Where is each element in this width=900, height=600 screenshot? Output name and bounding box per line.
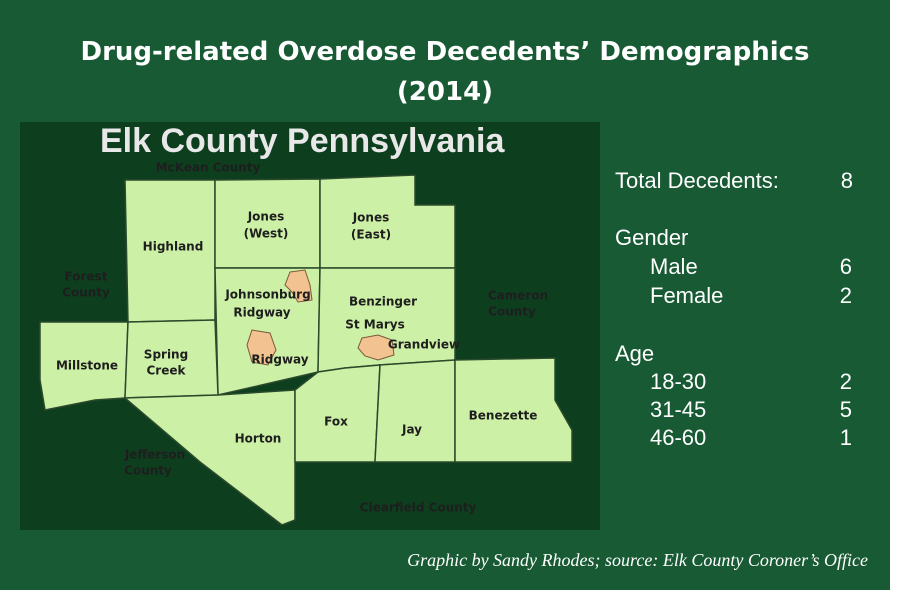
map-label: Ridgway bbox=[251, 353, 308, 367]
title-line: Drug-related Overdose Decedents’ Demogra… bbox=[80, 37, 810, 67]
title-line: (2014) bbox=[396, 77, 494, 107]
map-label: County bbox=[488, 305, 536, 319]
map-label: Jones bbox=[352, 211, 390, 225]
title: Drug-related Overdose Decedents’ Demogra… bbox=[0, 32, 890, 112]
stat-heading: Gender bbox=[615, 225, 689, 250]
county bbox=[123, 389, 296, 526]
town bbox=[357, 334, 395, 361]
map-label: Grandview bbox=[388, 338, 460, 352]
map-label: Horton bbox=[235, 432, 282, 446]
stat-value: 2 bbox=[839, 369, 852, 394]
map-label: Creek bbox=[147, 364, 187, 378]
stat-label: 18-30 bbox=[650, 369, 707, 394]
stat-label: Male bbox=[650, 254, 698, 279]
map-label: Forest bbox=[65, 270, 108, 284]
county bbox=[294, 364, 381, 463]
county bbox=[214, 178, 321, 269]
map-label: McKean County bbox=[156, 161, 261, 175]
stat-label: 46-60 bbox=[650, 425, 707, 450]
county bbox=[374, 359, 456, 463]
map-label: Jefferson bbox=[124, 448, 185, 462]
stat-label: Female bbox=[650, 283, 724, 308]
stat-value: 8 bbox=[840, 168, 853, 193]
map-label: Clearfield County bbox=[360, 501, 477, 515]
stat-value: 2 bbox=[839, 283, 852, 308]
slide: Drug-related Overdose Decedents’ Demogra… bbox=[0, 0, 890, 590]
map-labels: McKean County Highland Jones (West) Jone… bbox=[56, 161, 548, 515]
county bbox=[454, 357, 573, 463]
map-label: County bbox=[62, 286, 110, 300]
map-label: Jay bbox=[401, 423, 422, 437]
counties bbox=[39, 174, 573, 526]
map-label: Ridgway bbox=[233, 306, 290, 320]
map-label: St Marys bbox=[345, 318, 404, 332]
map-label: Fox bbox=[324, 415, 348, 429]
map-title: Elk County Pennsylvania bbox=[100, 122, 505, 160]
map-label: (West) bbox=[244, 227, 289, 241]
map-label: Jones bbox=[247, 210, 285, 224]
credit: Graphic by Sandy Rhodes; source: Elk Cou… bbox=[407, 550, 868, 570]
stat-value: 1 bbox=[839, 425, 852, 450]
map-label: Highland bbox=[143, 240, 204, 254]
map-label: Spring bbox=[144, 348, 188, 362]
map-label: Cameron bbox=[488, 289, 548, 303]
stat-value: 5 bbox=[839, 397, 852, 422]
map: Elk County Pennsylvania McKean County Hi… bbox=[20, 122, 600, 530]
stat-label: Total Decedents: bbox=[615, 168, 779, 193]
map-label: Benzinger bbox=[349, 295, 417, 309]
stat-heading: Age bbox=[615, 341, 655, 366]
stat-value: 6 bbox=[839, 254, 852, 279]
map-label: Benezette bbox=[469, 409, 538, 423]
town bbox=[284, 269, 313, 303]
map-label: (East) bbox=[351, 228, 391, 242]
map-label: County bbox=[124, 464, 172, 478]
map-label: Millstone bbox=[56, 359, 118, 373]
towns bbox=[246, 269, 395, 366]
stat-label: 31-45 bbox=[650, 397, 707, 422]
town bbox=[246, 329, 277, 366]
map-label: Johnsonburg bbox=[224, 288, 310, 302]
